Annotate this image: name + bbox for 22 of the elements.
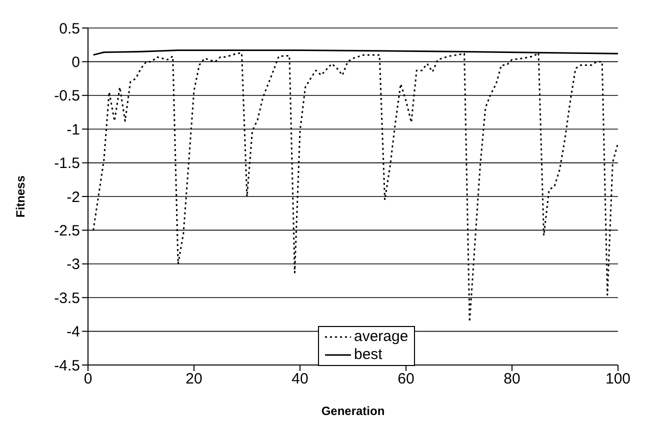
y-tick-label: -4.5 <box>54 357 80 374</box>
x-tick-label: 0 <box>84 370 92 388</box>
y-tick-label: -2.5 <box>54 222 80 240</box>
y-tick-label: 0.5 <box>59 20 80 38</box>
y-tick-label: -4 <box>66 324 80 341</box>
x-tick-label: 60 <box>398 370 414 388</box>
y-tick-label: -0.5 <box>54 88 80 105</box>
y-tick-label: 0 <box>72 54 80 72</box>
x-tick-label: 20 <box>186 370 202 388</box>
y-tick-label: -2 <box>66 188 80 206</box>
x-tick-label: 100 <box>605 370 631 388</box>
y-axis-title: Fitness <box>13 175 28 218</box>
x-axis-title: Generation <box>321 404 385 418</box>
y-tick-label: -1.5 <box>54 155 80 172</box>
y-tick-label: -3 <box>66 256 80 274</box>
legend-label: best <box>354 346 382 364</box>
line-series <box>92 52 618 323</box>
x-tick-label: 40 <box>292 370 308 388</box>
legend-label: average <box>354 328 408 346</box>
x-tick-label: 80 <box>504 370 520 388</box>
y-tick-label: -1 <box>66 121 80 138</box>
y-tick-label: -3.5 <box>54 290 80 307</box>
